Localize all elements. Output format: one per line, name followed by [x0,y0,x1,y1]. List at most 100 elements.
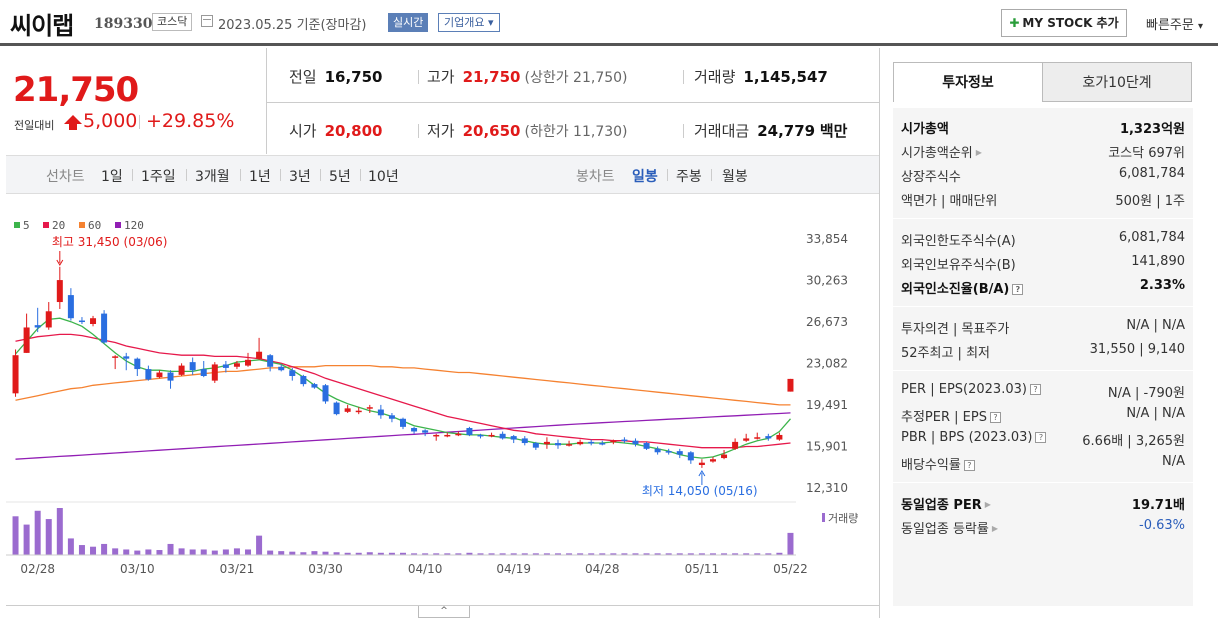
volume-bar [577,553,584,555]
add-mystock-button[interactable]: ✚ MY STOCK 추가 [1001,9,1127,37]
divider [893,370,1193,371]
stat-open: 시가 20,800 [289,120,383,141]
volume-bar [588,553,595,555]
plus-icon: ✚ [1009,16,1020,30]
calendar-icon [201,15,213,27]
candle-body [34,325,41,328]
volume-bar [355,552,362,555]
legend-swatch [43,222,49,228]
candle-body [543,441,550,445]
candle-body [233,363,240,367]
volume-bar [721,553,728,555]
candle-body [322,385,329,402]
invest-row-label[interactable]: 시가총액순위 ▶ [901,146,982,161]
low-annotation: 최저 14,050 (05/16) [642,484,758,498]
corp-info-button[interactable]: 기업개요 ▾ [438,13,500,32]
tab-candle-chart[interactable]: 봉차트 [576,169,615,185]
tab-candle-monthly[interactable]: 월봉 [722,169,748,185]
invest-row-label: 상장주식수 [901,170,961,185]
invest-row-label[interactable]: 동일업종 PER ▶ [901,498,991,513]
tab-period-10y[interactable]: 10년 [368,169,399,185]
tab-period-1d[interactable]: 1일 [101,169,123,185]
invest-row: PBR | BPS (2023.03)? 6.66배 | 3,265원 [901,430,1185,452]
divider [418,70,419,84]
volume-bar [156,550,163,555]
volume-bar [322,551,329,555]
stat-prev-close: 전일 16,750 [289,66,383,87]
volume-bar [621,553,628,555]
market-badge: 코스닥 [152,13,193,31]
divider [893,482,1193,483]
candle-body [67,295,74,319]
divider [320,169,321,181]
invest-row-value: 2.33% [1139,278,1185,293]
candle-body [101,313,108,343]
tab-candle-weekly[interactable]: 주봉 [676,169,702,185]
volume-bar [200,549,207,555]
stat-value: 21,750 [462,68,521,86]
divider [360,169,361,181]
volume-bar [422,553,429,555]
invest-row-value: 19.71배 [1131,498,1185,513]
tab-invest-info[interactable]: 투자정보 [893,62,1043,102]
ma20-line [15,333,791,449]
candle-body [743,438,750,441]
tab-line-chart[interactable]: 선차트 [46,169,85,185]
candle-body [256,351,263,359]
candle-body [566,444,573,446]
realtime-badge[interactable]: 실시간 [388,13,429,32]
help-icon[interactable]: ? [963,460,975,471]
volume-bar [510,553,517,555]
expand-chart-handle[interactable]: ^ [418,606,470,618]
invest-row-value: 코스닥 697위 [1108,146,1185,161]
tab-period-1w[interactable]: 1주일 [141,169,176,185]
help-icon[interactable]: ? [1035,432,1047,443]
candle-body [333,402,340,415]
tab-order-book[interactable]: 호가10단계 [1042,62,1192,102]
price-chart[interactable]: 5 20 60 120 33,854 30,263 26,673 23,082 19,491 15… [6,205,879,605]
invest-row-label[interactable]: 동일업종 등락률 ▶ [901,522,999,537]
candle-body [732,441,739,449]
stat-low: 저가 20,650 (하한가 11,730) [427,120,628,141]
legend-label: 5 [23,219,30,232]
candle-body [577,441,584,445]
invest-row-label: 외국인한도주식수(A) [901,234,1016,249]
help-icon[interactable]: ? [1012,284,1024,295]
divider [139,115,140,129]
help-icon[interactable]: ? [989,412,1001,423]
quick-order-button[interactable]: 빠른주문 ▾ [1146,14,1203,33]
volume-bar [411,553,418,555]
volume-bar [101,543,108,555]
tab-period-3m[interactable]: 3개월 [195,169,230,185]
volume-bar [610,553,617,555]
change-label: 전일대비 [14,119,55,132]
tab-period-3y[interactable]: 3년 [289,169,311,185]
volume-bar [23,524,30,555]
volume-bar [233,548,240,555]
tab-period-5y[interactable]: 5년 [329,169,351,185]
candle-body [422,430,429,433]
help-icon[interactable]: ? [1029,384,1041,395]
high-arrow-head [56,259,64,266]
y-tick-label: 30,263 [806,274,848,288]
price-box: 21,750 전일대비 5,000 +29.85% [6,58,266,154]
candle-body [488,434,495,437]
volume-bar [189,549,196,555]
divider [683,124,684,138]
ma60-line [15,364,791,406]
ma120-line [15,412,791,460]
candle-body [676,451,683,455]
candle-body [344,408,351,412]
invest-row-value: 1,323억원 [1119,122,1185,137]
invest-row-value: 31,550 | 9,140 [1089,342,1185,357]
candle-body [388,415,395,419]
tab-period-1y[interactable]: 1년 [249,169,271,185]
volume-bar [599,553,606,555]
candle-body [45,311,52,328]
candle-body [621,439,628,442]
stat-amount: 거래대금 24,779 백만 [694,120,847,141]
candle-body [189,362,196,371]
tab-candle-daily[interactable]: 일봉 [632,169,658,185]
invest-row: 추정PER | EPS? N/A | N/A [901,406,1185,428]
divider [418,124,419,138]
